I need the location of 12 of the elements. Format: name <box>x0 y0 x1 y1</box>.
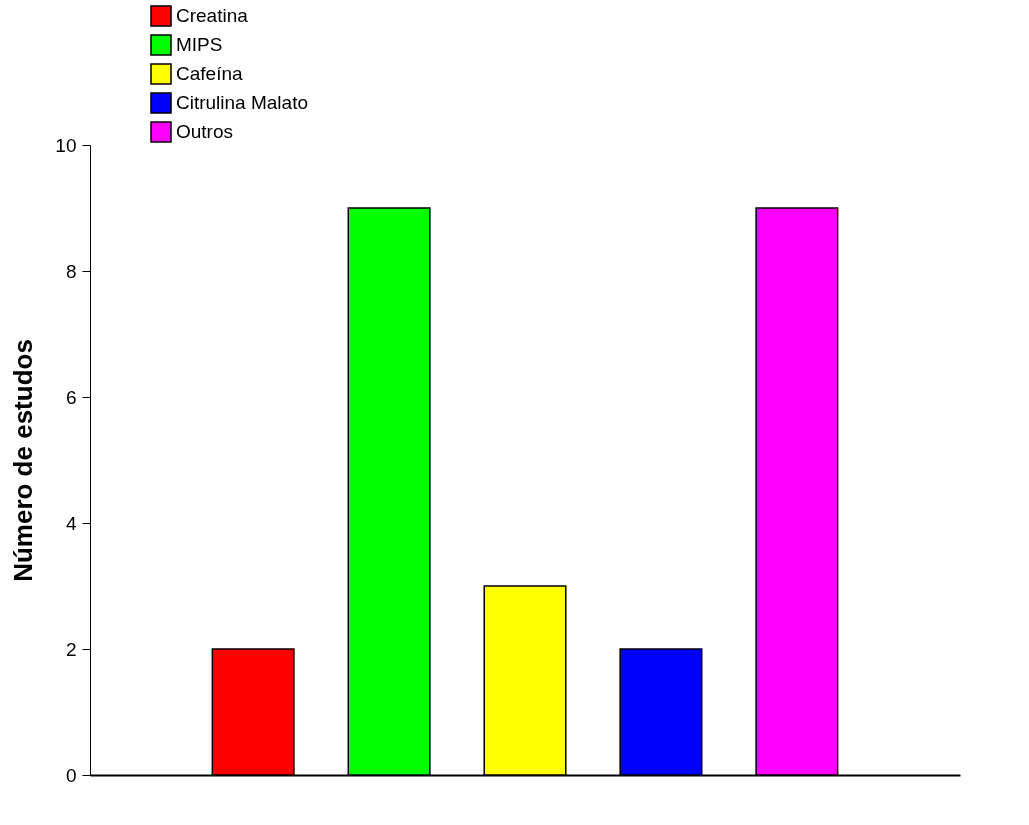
y-tick-label: 2 <box>65 638 77 660</box>
legend-label: Creatina <box>176 5 249 26</box>
y-tick-label: 8 <box>65 260 77 282</box>
y-tick-label: 10 <box>55 134 77 156</box>
y-tick-label: 0 <box>65 764 77 786</box>
legend-label: Outros <box>176 121 234 142</box>
y-axis-title: Número de estudos <box>8 339 39 582</box>
legend-label: Cafeína <box>176 63 243 84</box>
y-tick-label: 6 <box>65 386 77 408</box>
y-tick-label: 4 <box>65 512 77 534</box>
legend-label: Citrulina Malato <box>176 92 308 113</box>
legend-label: MIPS <box>176 34 223 55</box>
